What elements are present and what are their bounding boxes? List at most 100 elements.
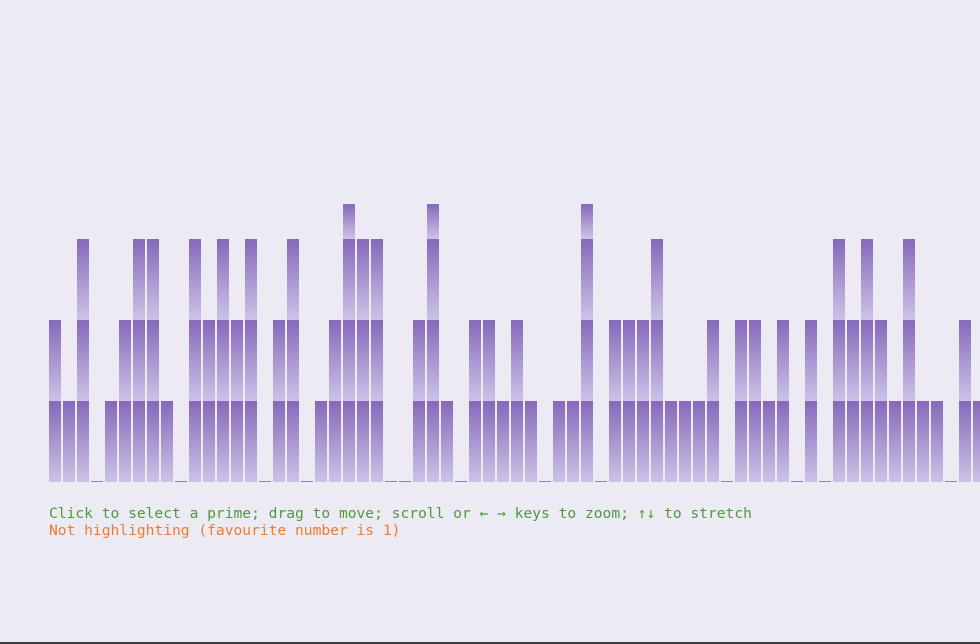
bar-6-segment-1[interactable] [119,401,131,482]
bar-63-segment-1[interactable] [917,401,929,482]
bar-7-segment-1[interactable] [133,401,145,482]
bar-empty-16[interactable] [259,481,271,482]
bar-41-segment-1[interactable] [609,401,621,482]
bar-14-segment-2[interactable] [231,320,243,401]
bar-20-segment-1[interactable] [315,401,327,482]
bar-15-segment-3[interactable] [245,239,257,320]
bar-50-segment-2[interactable] [735,320,747,401]
bar-44-segment-2[interactable] [651,320,663,401]
bar-55-segment-1[interactable] [805,401,817,482]
bar-48-segment-1[interactable] [707,401,719,482]
bar-62-segment-1[interactable] [903,401,915,482]
bar-empty-65[interactable] [945,481,957,482]
bar-12-segment-1[interactable] [203,401,215,482]
bar-17-segment-1[interactable] [273,401,285,482]
bar-55-segment-2[interactable] [805,320,817,401]
bar-18-segment-3[interactable] [287,239,299,320]
bar-67-segment-1[interactable] [973,401,980,482]
bar-28-segment-4[interactable] [427,204,439,239]
bar-58-segment-2[interactable] [847,320,859,401]
bar-24-segment-3[interactable] [371,239,383,320]
bar-61-segment-1[interactable] [889,401,901,482]
bar-3-segment-1[interactable] [77,401,89,482]
bar-empty-26[interactable] [399,481,411,482]
bar-28-segment-2[interactable] [427,320,439,401]
bar-empty-49[interactable] [721,481,733,482]
bar-9-segment-1[interactable] [161,401,173,482]
prime-factor-bar-chart[interactable] [0,0,980,500]
bar-15-segment-1[interactable] [245,401,257,482]
bar-21-segment-1[interactable] [329,401,341,482]
bar-42-segment-2[interactable] [623,320,635,401]
bar-13-segment-3[interactable] [217,239,229,320]
bar-22-segment-4[interactable] [343,204,355,239]
bar-3-segment-2[interactable] [77,320,89,401]
bar-27-segment-1[interactable] [413,401,425,482]
bar-1-segment-1[interactable] [49,401,61,482]
bar-31-segment-1[interactable] [469,401,481,482]
bar-39-segment-4[interactable] [581,204,593,239]
bar-empty-56[interactable] [819,481,831,482]
bar-8-segment-1[interactable] [147,401,159,482]
bar-28-segment-3[interactable] [427,239,439,320]
bar-17-segment-2[interactable] [273,320,285,401]
bar-51-segment-2[interactable] [749,320,761,401]
bar-13-segment-2[interactable] [217,320,229,401]
bar-empty-25[interactable] [385,481,397,482]
bar-31-segment-2[interactable] [469,320,481,401]
bar-23-segment-1[interactable] [357,401,369,482]
bar-7-segment-3[interactable] [133,239,145,320]
bar-51-segment-1[interactable] [749,401,761,482]
bar-22-segment-1[interactable] [343,401,355,482]
bar-43-segment-1[interactable] [637,401,649,482]
bar-35-segment-1[interactable] [525,401,537,482]
bar-59-segment-3[interactable] [861,239,873,320]
bar-24-segment-2[interactable] [371,320,383,401]
bar-empty-30[interactable] [455,481,467,482]
bar-43-segment-2[interactable] [637,320,649,401]
bar-empty-36[interactable] [539,481,551,482]
bar-44-segment-3[interactable] [651,239,663,320]
bar-empty-4[interactable] [91,481,103,482]
bar-22-segment-3[interactable] [343,239,355,320]
bar-32-segment-1[interactable] [483,401,495,482]
bar-14-segment-1[interactable] [231,401,243,482]
bar-34-segment-2[interactable] [511,320,523,401]
bar-5-segment-1[interactable] [105,401,117,482]
bar-53-segment-2[interactable] [777,320,789,401]
bar-27-segment-2[interactable] [413,320,425,401]
bar-2-segment-1[interactable] [63,401,75,482]
bar-44-segment-1[interactable] [651,401,663,482]
bar-15-segment-2[interactable] [245,320,257,401]
bar-38-segment-1[interactable] [567,401,579,482]
bar-42-segment-1[interactable] [623,401,635,482]
bar-60-segment-1[interactable] [875,401,887,482]
bar-37-segment-1[interactable] [553,401,565,482]
bar-57-segment-2[interactable] [833,320,845,401]
bar-empty-19[interactable] [301,481,313,482]
bar-11-segment-2[interactable] [189,320,201,401]
bar-13-segment-1[interactable] [217,401,229,482]
bar-57-segment-1[interactable] [833,401,845,482]
bar-58-segment-1[interactable] [847,401,859,482]
bar-11-segment-3[interactable] [189,239,201,320]
bar-8-segment-2[interactable] [147,320,159,401]
bar-29-segment-1[interactable] [441,401,453,482]
bar-62-segment-3[interactable] [903,239,915,320]
bar-39-segment-2[interactable] [581,320,593,401]
bar-62-segment-2[interactable] [903,320,915,401]
bar-28-segment-1[interactable] [427,401,439,482]
bar-32-segment-2[interactable] [483,320,495,401]
bar-59-segment-1[interactable] [861,401,873,482]
bar-34-segment-1[interactable] [511,401,523,482]
bar-47-segment-1[interactable] [693,401,705,482]
bar-7-segment-2[interactable] [133,320,145,401]
bar-empty-54[interactable] [791,481,803,482]
bar-3-segment-3[interactable] [77,239,89,320]
bar-empty-40[interactable] [595,481,607,482]
bar-48-segment-2[interactable] [707,320,719,401]
bar-33-segment-1[interactable] [497,401,509,482]
bar-64-segment-1[interactable] [931,401,943,482]
bar-46-segment-1[interactable] [679,401,691,482]
bar-22-segment-2[interactable] [343,320,355,401]
